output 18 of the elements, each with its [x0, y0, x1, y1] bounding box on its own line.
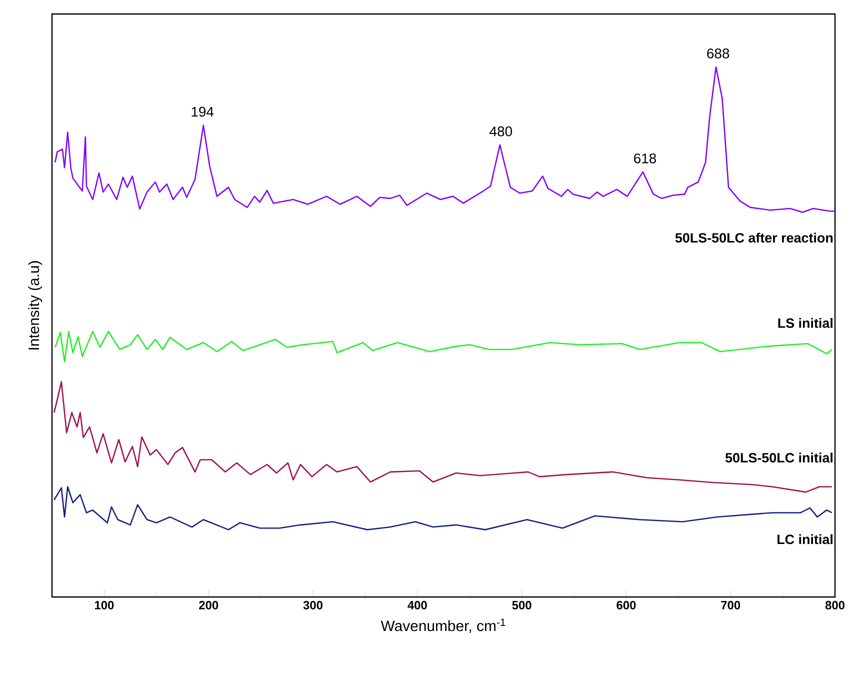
series-label: LS initial	[778, 318, 832, 328]
x-axis-title: Wavenumber, cm$^{-1}$	[380, 618, 506, 633]
annotation: 688	[707, 48, 730, 58]
x-tick-label: 800	[825, 600, 844, 610]
series-label: 50LS-50LC after reaction	[675, 232, 833, 243]
annotation: 480	[490, 126, 512, 136]
x-tick-label: 600	[616, 600, 636, 610]
x-tick-label: 200	[199, 600, 218, 610]
x-tick-label: 100	[94, 600, 114, 610]
series-label: LC initial	[778, 534, 832, 544]
x-tick-label: 700	[721, 600, 740, 610]
x-tick-label: 500	[512, 600, 532, 610]
series-label: 50LS-50LC initial	[725, 452, 832, 463]
annotation: 194	[192, 106, 214, 117]
x-tick-label: 300	[303, 600, 322, 610]
x-tick-label: 400	[408, 600, 427, 610]
y-axis-title: Intensity (a.u)	[28, 261, 42, 350]
annotation: 618	[634, 153, 656, 164]
